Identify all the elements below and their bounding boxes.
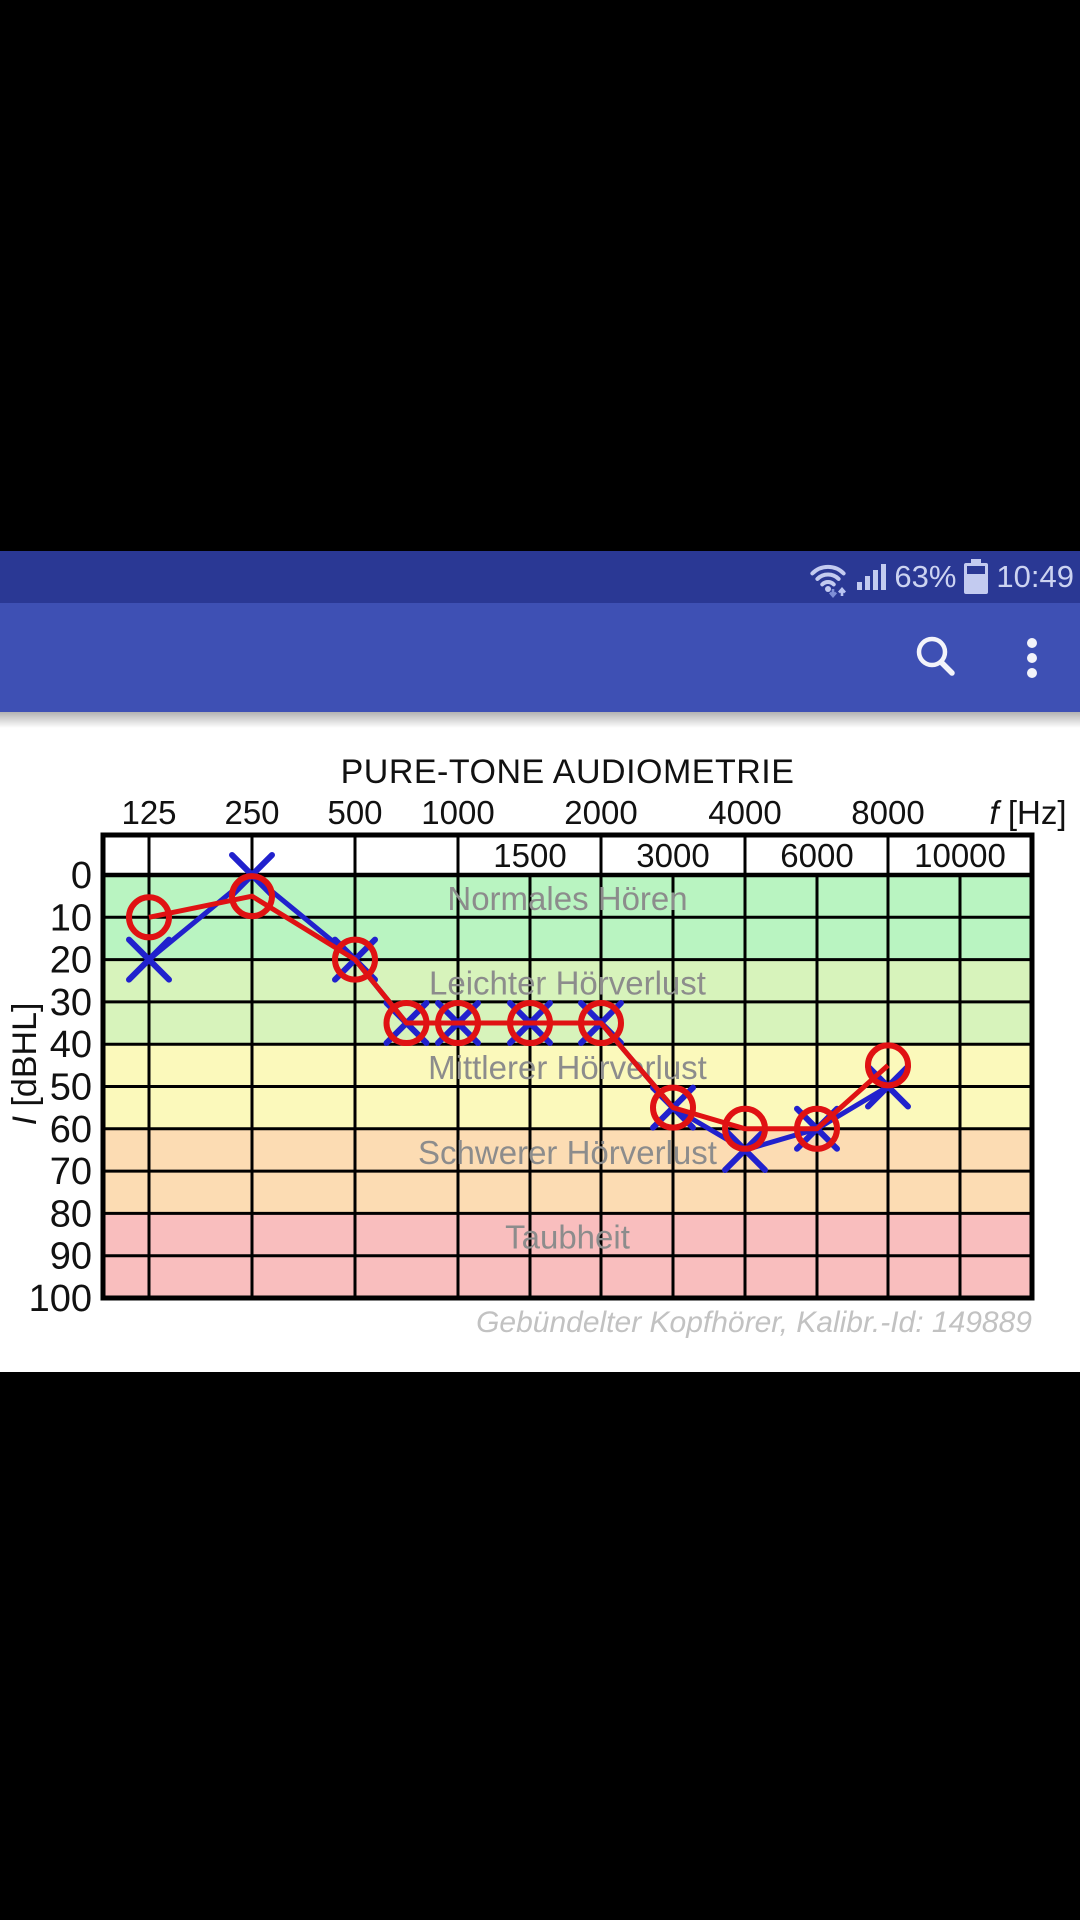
app-bar-shadow: [0, 712, 1080, 728]
chart-caption: Gebündelter Kopfhörer, Kalibr.-Id: 14988…: [476, 1306, 1032, 1339]
signal-strength-icon: [857, 564, 887, 590]
battery-percent-label: 63%: [894, 559, 957, 594]
wifi-icon: [810, 564, 847, 598]
search-icon: [916, 636, 955, 676]
clock-label: 10:49: [996, 559, 1074, 594]
status-bar: 63% 10:49: [0, 551, 1080, 603]
content-sheet: [0, 712, 1080, 1372]
overflow-menu-button[interactable]: [984, 603, 1080, 712]
three-dots-icon: [1027, 637, 1037, 678]
app-bar: [0, 603, 1080, 712]
battery-icon: [964, 559, 989, 594]
chart-title: PURE-TONE AUDIOMETRIE: [340, 753, 795, 791]
search-button[interactable]: [888, 603, 984, 712]
wifi-activity-arrows: [829, 587, 847, 598]
